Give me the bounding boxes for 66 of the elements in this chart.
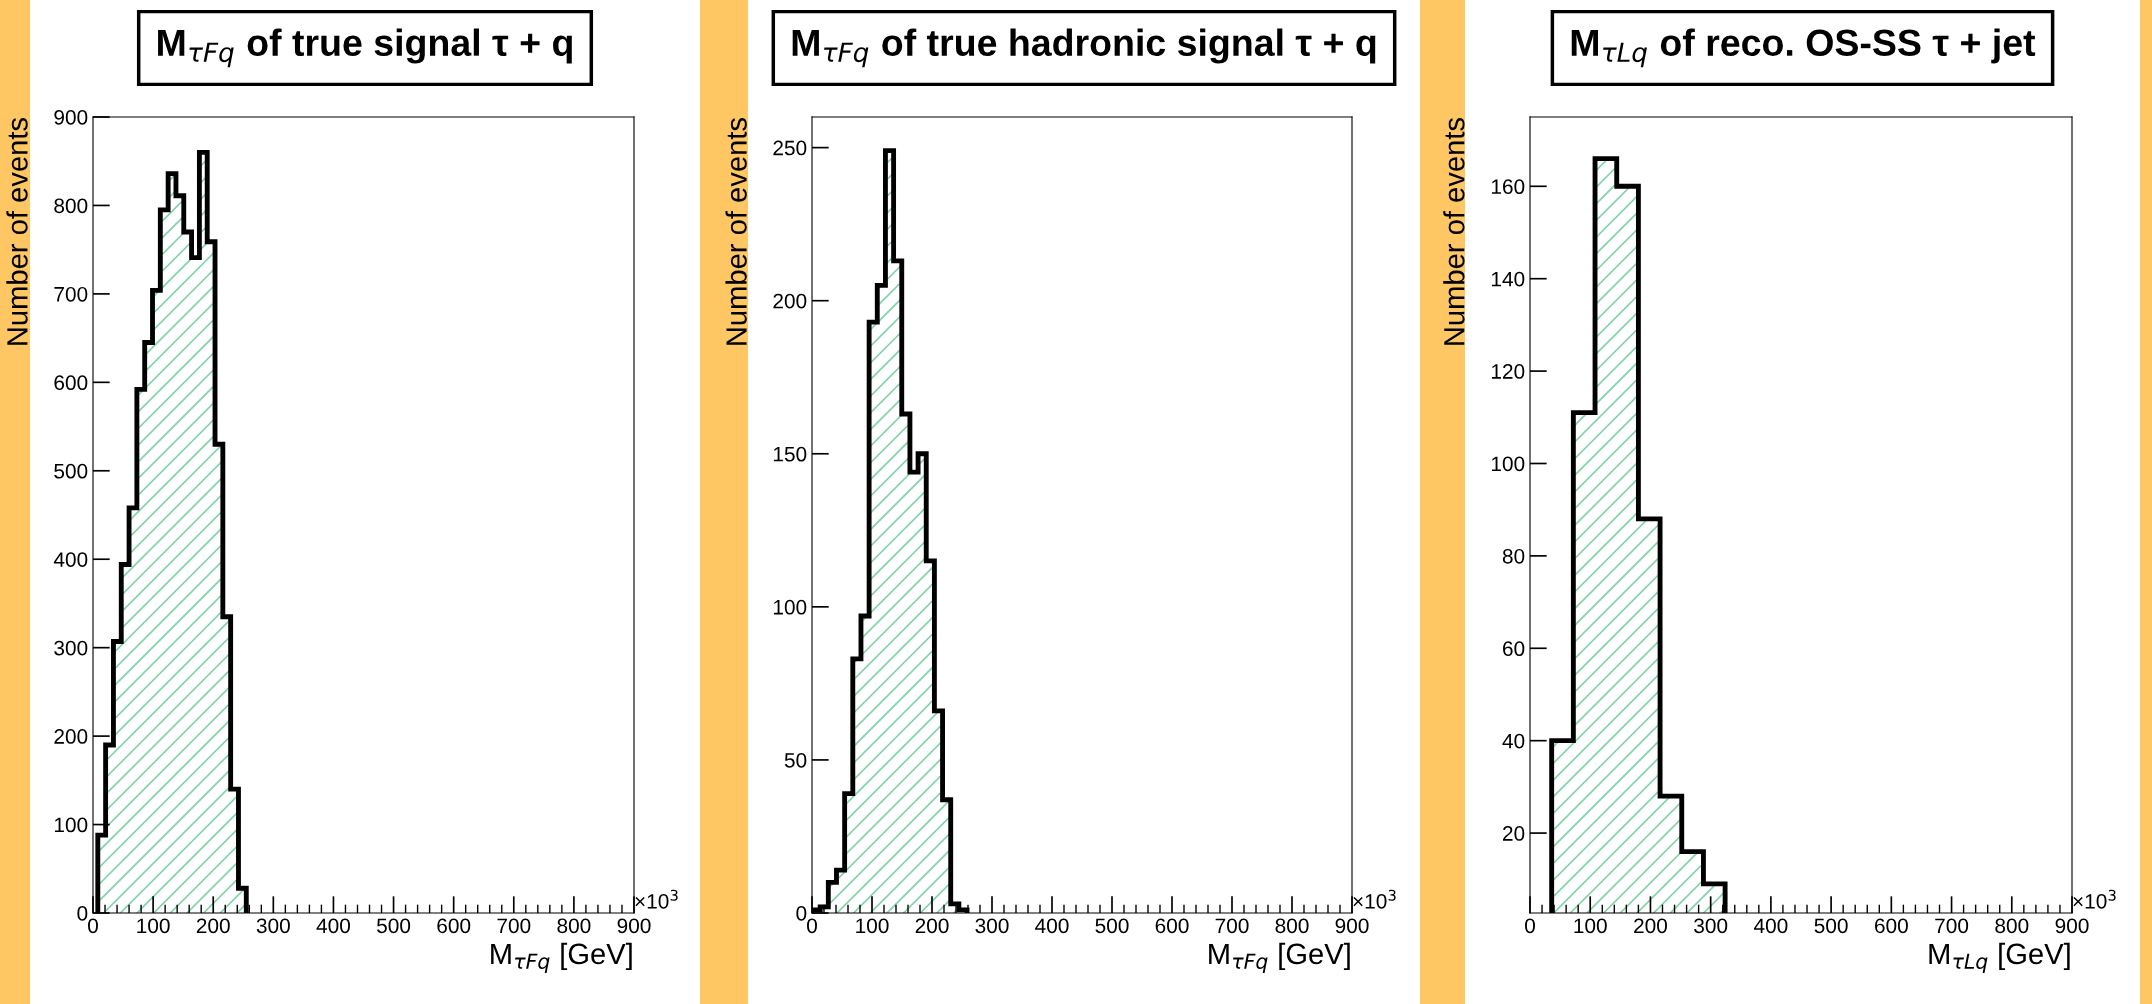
x-tick-label: 400 [1035,918,1069,934]
y-tick-label: 100 [773,599,807,615]
y-axis-title: Number of events [1443,118,1465,345]
y-tick-label: 600 [54,375,88,391]
x-tick-label: 900 [2055,918,2089,934]
x-tick-label: 100 [137,918,170,934]
y-tick-label: 800 [54,198,88,214]
y-tick-label: 100 [1491,456,1525,472]
x-tick-label: 700 [497,918,531,934]
x-tick-label: 600 [1155,918,1189,934]
chart-title: M$_{τLq}$ of reco. OS-SS τ + jet [1571,28,2036,68]
x-axis-title: M$_{τLq}$ [GeV] [1929,942,2070,973]
y-tick-label: 400 [53,552,88,567]
y-tick-label: 200 [54,729,88,744]
x-tick-label: 200 [196,918,230,934]
x-tick-label: 0 [1525,918,1535,934]
x-tick-label: 800 [1995,918,2029,934]
y-tick-label: 900 [54,110,88,125]
chart-title: M$_{τFq}$ of true hadronic signal τ + q [792,28,1376,68]
y-tick-label: 100 [54,817,88,833]
text: ×10$^{3}$ [2073,889,2116,909]
y-tick-label: 50 [784,752,807,768]
y-tick-label: 700 [54,286,88,302]
text: ×10$^{3}$ [635,889,678,909]
x-tick-label: 500 [1095,918,1129,934]
x-tick-label: 500 [377,918,411,934]
y-axis-title: Number of events [6,118,28,345]
x-tick-label: 100 [1574,918,1607,934]
x-tick-label: 700 [1935,918,1969,934]
y-tick-label: 40 [1502,733,1525,749]
x-tick-label: 900 [617,918,651,934]
y-tick-label: 160 [1491,179,1525,195]
y-tick-label: 20 [1503,826,1525,841]
x-tick-label: 500 [1814,918,1848,934]
y-tick-label: 250 [773,140,807,156]
x-tick-label: 700 [1215,918,1249,934]
y-tick-label: 500 [54,463,88,479]
x-tick-label: 300 [1694,918,1728,934]
y-tick-label: 80 [1502,548,1525,564]
x-tick-label: 300 [975,918,1009,934]
x-tick-label: 900 [1335,918,1369,934]
y-tick-label: 120 [1491,364,1525,379]
y-tick-label: 150 [773,446,807,462]
x-axis-title: M$_{τFq}$ [GeV] [491,942,632,973]
text: ×10$^{3}$ [1353,889,1396,909]
y-tick-label: 200 [773,293,807,309]
y-tick-label: 0 [77,906,88,921]
y-tick-label: 0 [796,906,807,921]
x-tick-label: 400 [316,918,351,934]
x-tick-label: 200 [915,918,949,934]
x-tick-label: 600 [1875,918,1908,934]
x-tick-label: 0 [88,918,98,934]
x-tick-label: 300 [256,918,290,934]
x-tick-label: 800 [557,918,591,934]
chart-title: M$_{τFq}$ of true signal τ + q [158,28,572,68]
x-tick-label: 200 [1634,918,1668,934]
x-tick-label: 400 [1753,918,1788,934]
x-tick-label: 600 [437,918,471,934]
y-tick-label: 300 [54,640,88,656]
x-tick-label: 0 [807,918,817,934]
x-axis-title: M$_{τFq}$ [GeV] [1209,942,1350,973]
x-tick-label: 800 [1275,918,1309,934]
y-tick-label: 60 [1503,641,1525,657]
y-axis-title: Number of events [725,118,747,345]
x-tick-label: 100 [856,918,889,934]
y-tick-label: 140 [1491,271,1525,287]
